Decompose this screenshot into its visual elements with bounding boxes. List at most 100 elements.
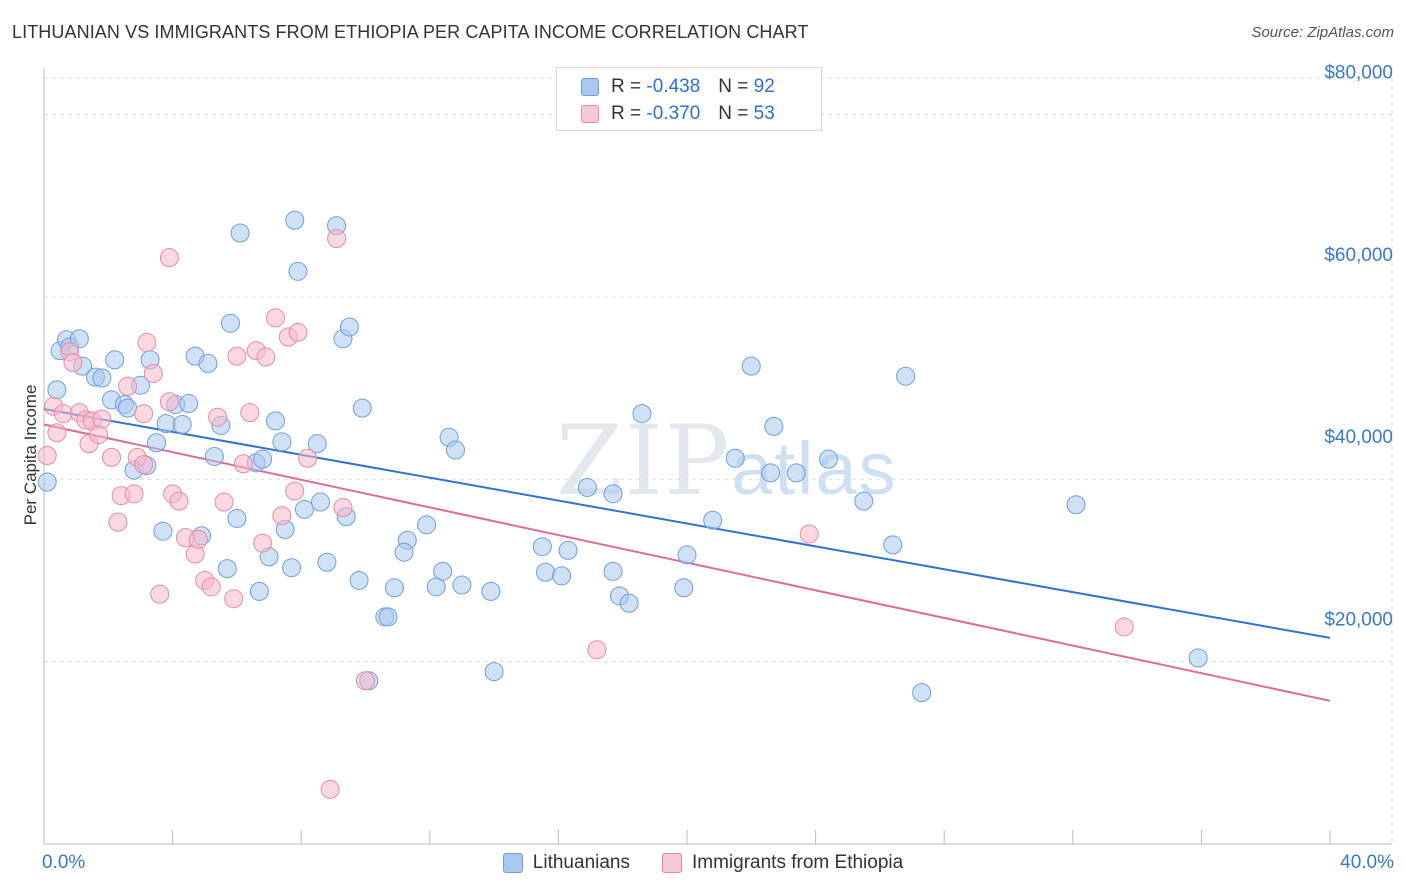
legend-item-lithuanians: Lithuanians bbox=[502, 852, 630, 874]
data-points bbox=[37, 210, 1208, 799]
point-ethiopia bbox=[37, 446, 57, 466]
point-lithuanians bbox=[1066, 495, 1086, 515]
legend-label-lithuanians: Lithuanians bbox=[532, 852, 630, 873]
legend-row-ethiopia: R = -0.370 N = 53 bbox=[581, 102, 775, 126]
x-max-label: 40.0% bbox=[1340, 852, 1394, 873]
point-lithuanians bbox=[912, 683, 932, 703]
point-lithuanians bbox=[47, 380, 67, 400]
legend-r-value: -0.438 bbox=[646, 76, 701, 97]
point-lithuanians bbox=[317, 552, 337, 572]
source-label: Source: ZipAtlas.com bbox=[1251, 24, 1394, 41]
chart-title: LITHUANIAN VS IMMIGRANTS FROM ETHIOPIA P… bbox=[12, 22, 809, 42]
point-lithuanians bbox=[285, 210, 305, 230]
point-lithuanians bbox=[417, 515, 437, 535]
point-lithuanians bbox=[294, 499, 314, 519]
point-lithuanians bbox=[384, 578, 404, 598]
point-lithuanians bbox=[1188, 648, 1208, 668]
point-lithuanians bbox=[818, 449, 838, 469]
point-ethiopia bbox=[240, 403, 260, 423]
point-ethiopia bbox=[137, 332, 157, 352]
point-lithuanians bbox=[204, 446, 224, 466]
point-lithuanians bbox=[536, 562, 556, 582]
point-lithuanians bbox=[105, 350, 125, 370]
y-axis-title: Per Capita Income bbox=[21, 385, 40, 526]
point-lithuanians bbox=[156, 414, 176, 434]
point-ethiopia bbox=[265, 308, 285, 328]
point-lithuanians bbox=[452, 575, 472, 595]
point-lithuanians bbox=[619, 593, 639, 613]
point-lithuanians bbox=[118, 398, 138, 418]
point-lithuanians bbox=[603, 484, 623, 504]
legend-n-value: 53 bbox=[753, 103, 775, 124]
point-lithuanians bbox=[603, 561, 623, 581]
point-ethiopia bbox=[233, 454, 253, 474]
point-ethiopia bbox=[47, 423, 67, 443]
point-lithuanians bbox=[198, 353, 218, 373]
point-lithuanians bbox=[394, 542, 414, 562]
legend-n-label: N = bbox=[718, 76, 749, 97]
point-lithuanians bbox=[227, 508, 247, 528]
point-ethiopia bbox=[134, 404, 154, 424]
legend-r-label: R = bbox=[611, 103, 642, 124]
point-lithuanians bbox=[37, 472, 57, 492]
legend-swatch-ethiopia bbox=[581, 105, 599, 123]
point-lithuanians bbox=[272, 432, 292, 452]
point-lithuanians bbox=[481, 581, 501, 601]
point-lithuanians bbox=[433, 561, 453, 581]
point-lithuanians bbox=[577, 477, 597, 497]
point-ethiopia bbox=[1114, 617, 1134, 637]
point-lithuanians bbox=[179, 394, 199, 414]
point-ethiopia bbox=[92, 409, 112, 429]
point-ethiopia bbox=[256, 347, 276, 367]
legend-label-ethiopia: Immigrants from Ethiopia bbox=[692, 852, 904, 873]
trend-line-lithuanians bbox=[43, 408, 1331, 639]
point-ethiopia bbox=[159, 392, 179, 412]
point-lithuanians bbox=[172, 415, 192, 435]
point-ethiopia bbox=[124, 484, 144, 504]
point-lithuanians bbox=[349, 570, 369, 590]
legend-swatch-lithuanians bbox=[581, 78, 599, 96]
point-ethiopia bbox=[118, 376, 138, 396]
point-lithuanians bbox=[761, 463, 781, 483]
point-ethiopia bbox=[227, 346, 247, 366]
legend-row-lithuanians: R = -0.438 N = 92 bbox=[581, 75, 775, 99]
point-ethiopia bbox=[89, 425, 109, 445]
watermark: ZIPatlas bbox=[556, 405, 898, 517]
point-lithuanians bbox=[883, 535, 903, 555]
point-ethiopia bbox=[159, 248, 179, 268]
point-ethiopia bbox=[188, 529, 208, 549]
point-lithuanians bbox=[265, 411, 285, 431]
point-ethiopia bbox=[208, 407, 228, 427]
point-lithuanians bbox=[764, 416, 784, 436]
point-ethiopia bbox=[224, 589, 244, 609]
point-lithuanians bbox=[282, 558, 302, 578]
point-ethiopia bbox=[53, 404, 73, 424]
point-lithuanians bbox=[230, 223, 250, 243]
point-ethiopia bbox=[134, 455, 154, 475]
point-ethiopia bbox=[320, 779, 340, 799]
legend-swatch-lithuanians bbox=[502, 853, 523, 873]
point-ethiopia bbox=[108, 512, 128, 532]
point-lithuanians bbox=[288, 261, 308, 281]
point-lithuanians bbox=[307, 434, 327, 454]
series-legend: Lithuanians Immigrants from Ethiopia bbox=[0, 852, 1406, 874]
point-lithuanians bbox=[69, 329, 89, 349]
point-lithuanians bbox=[484, 662, 504, 682]
legend-item-ethiopia: Immigrants from Ethiopia bbox=[662, 852, 903, 874]
watermark-zip: ZIP bbox=[556, 405, 732, 517]
y-tick-label: $80,000 bbox=[1324, 62, 1393, 83]
point-lithuanians bbox=[674, 578, 694, 598]
legend-swatch-ethiopia bbox=[662, 853, 682, 873]
point-lithuanians bbox=[896, 366, 916, 386]
point-lithuanians bbox=[310, 492, 330, 512]
point-lithuanians bbox=[220, 313, 240, 333]
point-lithuanians bbox=[854, 491, 874, 511]
point-lithuanians bbox=[677, 545, 697, 565]
point-lithuanians bbox=[217, 559, 237, 579]
point-ethiopia bbox=[169, 491, 189, 511]
y-tick-label: $40,000 bbox=[1324, 427, 1393, 448]
point-lithuanians bbox=[339, 317, 359, 337]
point-ethiopia bbox=[150, 584, 170, 604]
point-lithuanians bbox=[92, 368, 112, 388]
